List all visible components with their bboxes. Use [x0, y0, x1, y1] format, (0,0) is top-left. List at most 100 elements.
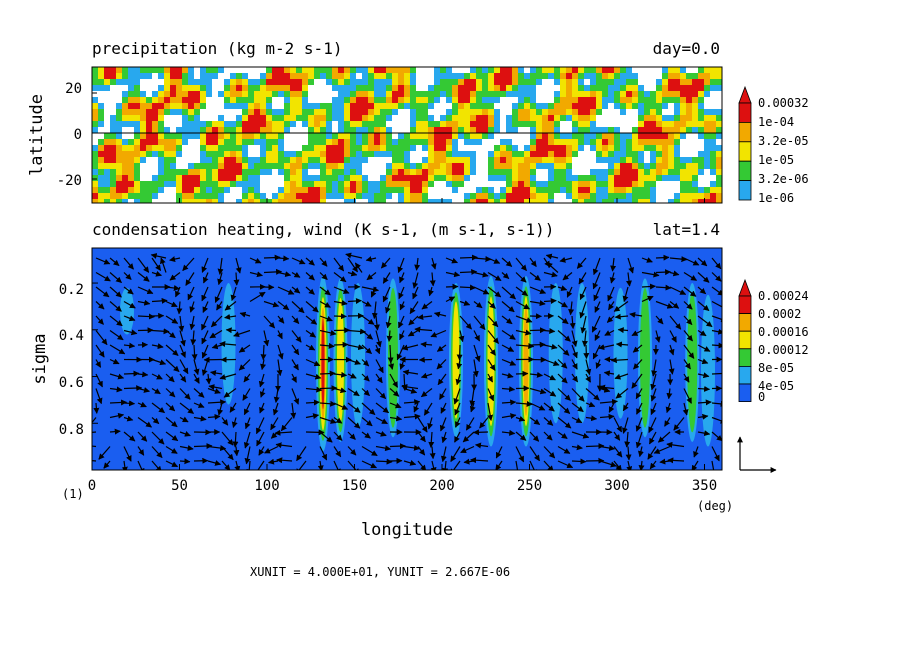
precip-cell [464, 109, 470, 115]
precip-cb-label: 3.2e-06 [758, 172, 809, 186]
wind-vector [291, 373, 297, 383]
precip-cell [182, 103, 188, 109]
precip-cell [512, 151, 518, 157]
wind-vector [249, 271, 263, 278]
precip-cell [560, 145, 566, 151]
precip-cell [494, 181, 500, 187]
precip-cell [206, 73, 212, 79]
precip-cell [134, 181, 140, 187]
wind-vector [263, 315, 276, 329]
precip-cell [416, 181, 422, 187]
wind-vector [239, 311, 251, 318]
heating-ylabel: sigma [30, 333, 50, 384]
precip-cell [596, 187, 602, 193]
precip-cell [398, 91, 404, 97]
precip-cell [302, 85, 308, 91]
wind-vector [385, 301, 391, 314]
wind-vector [615, 341, 629, 348]
precip-cell [536, 91, 542, 97]
precip-cell [542, 127, 548, 133]
precip-cell [470, 79, 476, 85]
wind-vector [450, 446, 461, 463]
precip-cell [296, 151, 302, 157]
precip-cell [290, 79, 296, 85]
precip-cell [338, 79, 344, 85]
wind-vector [109, 373, 125, 380]
precip-cell [698, 73, 704, 79]
precip-cell [392, 79, 398, 85]
precip-cell [302, 151, 308, 157]
precip-cell [716, 169, 722, 175]
precip-cell [686, 127, 692, 133]
wind-vector [373, 315, 380, 331]
wind-vector [571, 344, 578, 359]
precip-cell [500, 193, 506, 199]
wind-vector [165, 373, 175, 383]
precip-cell [302, 109, 308, 115]
precip-cell [128, 97, 134, 103]
precip-cell [152, 187, 158, 193]
wind-vector [201, 257, 209, 273]
precip-cell [470, 73, 476, 79]
wind-vector [641, 257, 653, 263]
wind-vector [243, 402, 251, 416]
precip-cell [470, 193, 476, 199]
precip-cell [662, 157, 668, 163]
precip-cell [212, 193, 218, 199]
wind-vector [501, 330, 516, 340]
precip-cell [680, 91, 686, 97]
precip-cell [686, 103, 692, 109]
precip-cell [458, 97, 464, 103]
wind-vector [543, 417, 554, 426]
precip-cell [296, 199, 302, 203]
precip-cell [422, 85, 428, 91]
precip-cell [302, 163, 308, 169]
precip-cell [584, 103, 590, 109]
precip-cell [200, 115, 206, 121]
precip-cell [536, 73, 542, 79]
heating-contour [452, 301, 460, 419]
precip-cell [410, 175, 416, 181]
wind-vector [487, 315, 499, 328]
precip-cell [698, 115, 704, 121]
precip-cell [152, 133, 158, 139]
precip-cell [332, 157, 338, 163]
precip-cell [602, 193, 608, 199]
wind-vector [472, 359, 479, 378]
precip-cell [398, 97, 404, 103]
precip-cell [272, 109, 278, 115]
precip-cell [242, 193, 248, 199]
wind-vector [711, 431, 722, 442]
precip-cell [272, 157, 278, 163]
wind-vector [347, 358, 361, 365]
precip-cell [452, 163, 458, 169]
precip-cell [278, 97, 284, 103]
wind-vector [655, 300, 674, 309]
precip-cell [530, 187, 536, 193]
wind-vector [571, 373, 579, 383]
precip-cell [374, 187, 380, 193]
wind-vector [280, 417, 293, 432]
wind-vector [319, 400, 337, 407]
precip-cell [416, 91, 422, 97]
precip-cell [128, 103, 134, 109]
wind-vector [193, 388, 205, 398]
precip-cell [302, 157, 308, 163]
wind-vector [249, 291, 266, 303]
precip-cell [320, 187, 326, 193]
precip-cell [344, 151, 350, 157]
precip-cell [674, 85, 680, 91]
precip-cell [200, 193, 206, 199]
wind-vector [420, 341, 433, 348]
precip-cell [92, 157, 98, 163]
precip-cell [326, 91, 332, 97]
precip-cell [398, 133, 404, 139]
precip-cell [578, 169, 584, 175]
precip-cell [626, 103, 632, 109]
precip-cell [362, 67, 368, 73]
wind-vector [501, 386, 516, 393]
wind-vector [579, 286, 587, 301]
precip-cell [590, 73, 596, 79]
precip-cell [668, 103, 674, 109]
precip-cell [122, 79, 128, 85]
